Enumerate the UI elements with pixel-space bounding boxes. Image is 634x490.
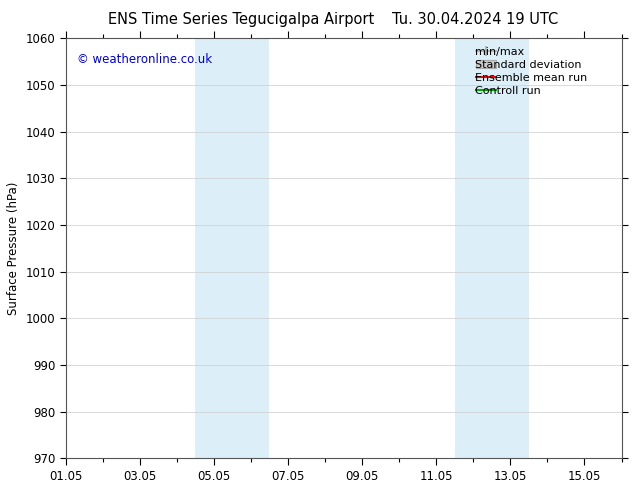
Text: Tu. 30.04.2024 19 UTC: Tu. 30.04.2024 19 UTC [392, 12, 559, 27]
Y-axis label: Surface Pressure (hPa): Surface Pressure (hPa) [7, 182, 20, 315]
Text: ENS Time Series Tegucigalpa Airport: ENS Time Series Tegucigalpa Airport [108, 12, 374, 27]
Legend: min/max, Standard deviation, Ensemble mean run, Controll run: min/max, Standard deviation, Ensemble me… [472, 44, 616, 99]
Bar [195, 38, 269, 458]
Text: © weatheronline.co.uk: © weatheronline.co.uk [77, 53, 212, 66]
Bar [455, 38, 529, 458]
